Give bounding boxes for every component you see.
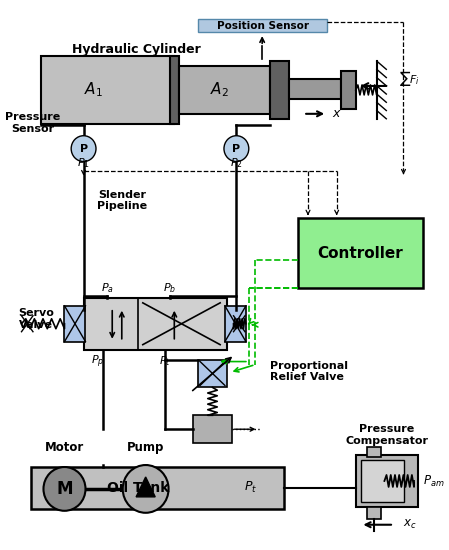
Text: Controller: Controller <box>317 246 403 261</box>
Bar <box>289 79 341 99</box>
Bar <box>40 56 174 124</box>
Text: Motor: Motor <box>45 441 84 454</box>
Bar <box>31 467 284 509</box>
Bar <box>225 306 246 342</box>
Text: $P_1$: $P_1$ <box>77 157 90 170</box>
Text: $P_{am}$: $P_{am}$ <box>423 474 444 488</box>
Bar <box>179 66 270 114</box>
Text: Pressure
Compensator: Pressure Compensator <box>345 425 428 446</box>
Text: $A_2$: $A_2$ <box>210 81 229 100</box>
Bar <box>198 360 227 387</box>
Text: $P_2$: $P_2$ <box>230 157 242 170</box>
Bar <box>198 19 327 32</box>
Text: $P_p$: $P_p$ <box>91 353 105 370</box>
Bar <box>299 218 423 288</box>
Text: $x_c$: $x_c$ <box>404 518 417 531</box>
Text: Servo
Valve: Servo Valve <box>18 308 54 329</box>
Text: $P_t$: $P_t$ <box>244 480 257 496</box>
Text: Slender
Pipeline: Slender Pipeline <box>97 190 147 211</box>
Bar <box>194 415 232 443</box>
Bar <box>367 447 381 457</box>
Bar <box>84 298 227 350</box>
Circle shape <box>224 136 249 162</box>
Text: $\sum F_i$: $\sum F_i$ <box>399 69 420 89</box>
Text: Hydraulic Cylinder: Hydraulic Cylinder <box>72 43 201 56</box>
Text: Proportional
Relief Valve: Proportional Relief Valve <box>270 361 348 382</box>
Text: $A_1$: $A_1$ <box>84 81 103 100</box>
Text: $P_b$: $P_b$ <box>163 281 176 295</box>
Text: Pressure
Sensor: Pressure Sensor <box>5 112 61 134</box>
Circle shape <box>44 467 85 511</box>
Bar <box>170 56 179 124</box>
Text: Oil Tank: Oil Tank <box>107 481 170 495</box>
Text: P: P <box>79 144 88 153</box>
Text: P: P <box>232 144 241 153</box>
Bar <box>356 455 418 507</box>
Text: $P_t$: $P_t$ <box>159 355 171 368</box>
Circle shape <box>123 465 168 513</box>
Polygon shape <box>136 477 155 497</box>
Bar <box>270 61 289 119</box>
Text: $x$: $x$ <box>332 107 342 120</box>
Text: Position Sensor: Position Sensor <box>216 21 308 31</box>
Text: Pump: Pump <box>127 441 164 454</box>
Circle shape <box>71 136 96 162</box>
Text: $P_a$: $P_a$ <box>101 281 114 295</box>
Text: M: M <box>56 480 73 498</box>
Bar <box>361 460 405 502</box>
Bar <box>341 71 356 109</box>
Bar <box>65 306 85 342</box>
Bar <box>367 507 381 519</box>
